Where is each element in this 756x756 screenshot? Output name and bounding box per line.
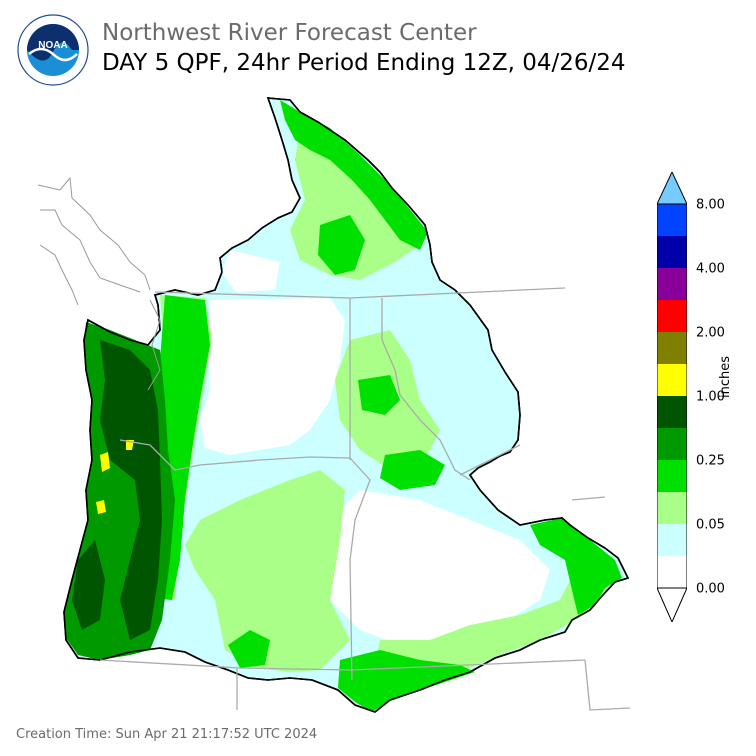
- legend-bin: [657, 204, 687, 236]
- green-north-spine: [280, 100, 428, 250]
- green-south-patch: [228, 630, 270, 668]
- legend-tick-label: 2.00: [696, 325, 725, 341]
- creation-time: Creation Time: Sun Apr 21 21:17:52 UTC 2…: [16, 727, 318, 742]
- coastline: [37, 176, 161, 391]
- legend-bin: [657, 460, 687, 492]
- zero-precip-area-east: [320, 490, 550, 645]
- basin-boundary: [63, 97, 630, 713]
- legend-bin: [657, 396, 687, 428]
- legend-bin: [657, 364, 687, 396]
- green-central-patch: [358, 375, 400, 415]
- logo-text: NOAA: [38, 40, 67, 51]
- yellow-spot-2: [96, 500, 106, 514]
- legend-colorbar: [657, 172, 687, 622]
- legend-units: inches: [718, 355, 733, 398]
- org-title: Northwest River Forecast Center: [102, 20, 477, 46]
- legend-arrow-bottom: [657, 587, 687, 622]
- yellow-spot-1: [100, 452, 110, 472]
- legend-bin: [657, 556, 687, 588]
- green-east-patch: [380, 450, 445, 490]
- legend-tick-label: 1.00: [696, 389, 725, 405]
- green-far-east: [530, 518, 622, 615]
- legend-bin: [657, 236, 687, 268]
- political-boundaries: [99, 287, 631, 711]
- legend-arrow-top: [657, 172, 687, 205]
- legend-bin: [657, 524, 687, 556]
- dark-green-coast-south: [72, 540, 105, 630]
- legend-tick-label: 0.05: [696, 517, 725, 533]
- legend-bin: [657, 332, 687, 364]
- legend-tick-label: 4.00: [696, 261, 725, 277]
- legend-bin: [657, 492, 687, 524]
- legend-tick-label: 0.25: [696, 453, 725, 469]
- product-title: DAY 5 QPF, 24hr Period Ending 12Z, 04/26…: [102, 50, 626, 76]
- legend-bin: [657, 428, 687, 460]
- noaa-logo: NOAA: [17, 14, 89, 86]
- dark-green-coast: [100, 340, 162, 640]
- green-north-patch: [318, 215, 365, 275]
- legend-bin: [657, 268, 687, 300]
- zero-precip-area: [200, 298, 345, 455]
- light-green-southwest: [185, 470, 350, 672]
- green-southeast: [338, 650, 475, 712]
- legend-tick-label: 0.00: [696, 581, 725, 597]
- legend-tick-label: 8.00: [696, 197, 725, 213]
- legend-bin: [657, 300, 687, 332]
- zero-precip-area-north: [222, 250, 280, 292]
